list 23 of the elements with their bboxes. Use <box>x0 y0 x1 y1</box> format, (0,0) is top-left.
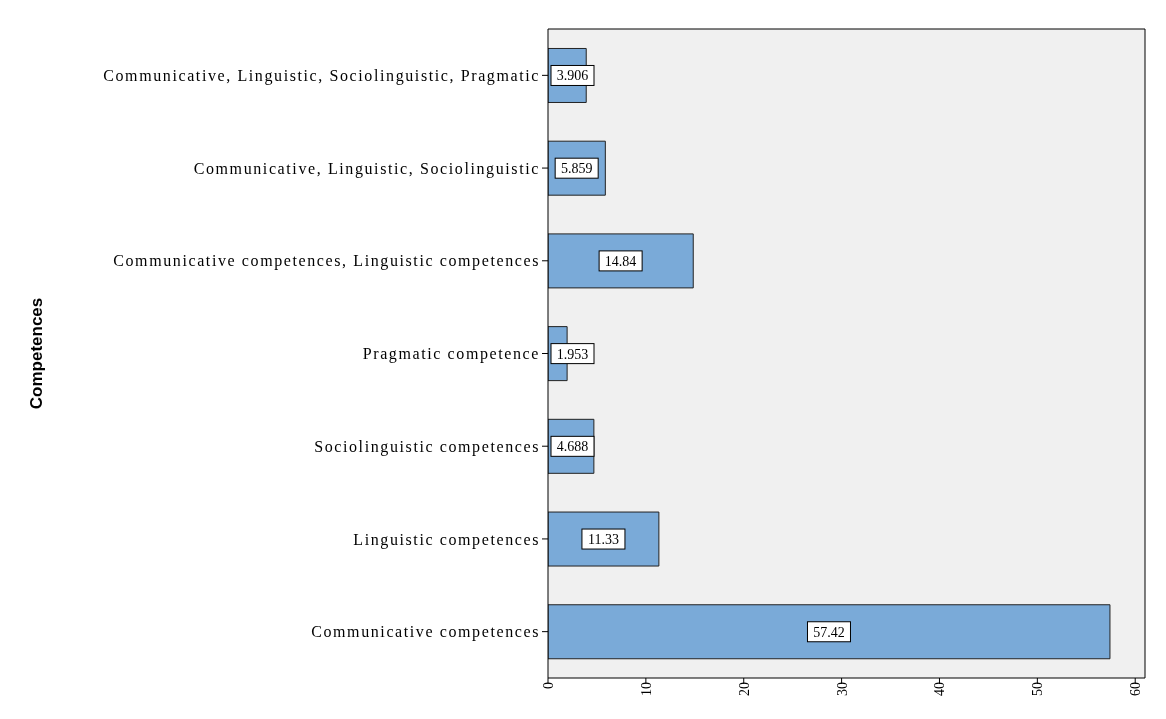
data-label: 5.859 <box>560 161 593 177</box>
x-tick-label: 0 <box>540 682 556 689</box>
x-tick-label: 30 <box>834 682 850 696</box>
y-tick-label: Communicative, Linguistic, Sociolinguistic, Pragmatic <box>103 67 540 86</box>
data-label: 57.42 <box>813 624 845 640</box>
data-label: 14.84 <box>604 253 637 269</box>
data-label: 1.953 <box>556 346 589 362</box>
y-tick-label: Sociolinguistic competences <box>314 437 540 456</box>
x-tick-label: 20 <box>736 682 752 696</box>
y-tick-label: Pragmatic competence <box>362 345 540 364</box>
x-tick-label: 10 <box>638 682 654 696</box>
data-label: 11.33 <box>587 532 619 548</box>
x-tick-label: 50 <box>1030 682 1046 696</box>
y-tick-label: Communicative, Linguistic, Sociolinguistic <box>193 159 540 178</box>
data-label: 3.906 <box>556 68 589 84</box>
x-tick-label: 60 <box>1128 682 1144 696</box>
y-tick-label: Communicative competences <box>311 623 540 642</box>
y-tick-label: Communicative competences, Linguistic competences <box>113 252 540 271</box>
bar <box>548 604 1111 660</box>
y-axis-title: Competences <box>27 297 47 410</box>
y-tick-label: Linguistic competences <box>353 530 540 549</box>
x-tick-label: 40 <box>932 682 948 696</box>
data-label: 4.688 <box>556 439 589 455</box>
